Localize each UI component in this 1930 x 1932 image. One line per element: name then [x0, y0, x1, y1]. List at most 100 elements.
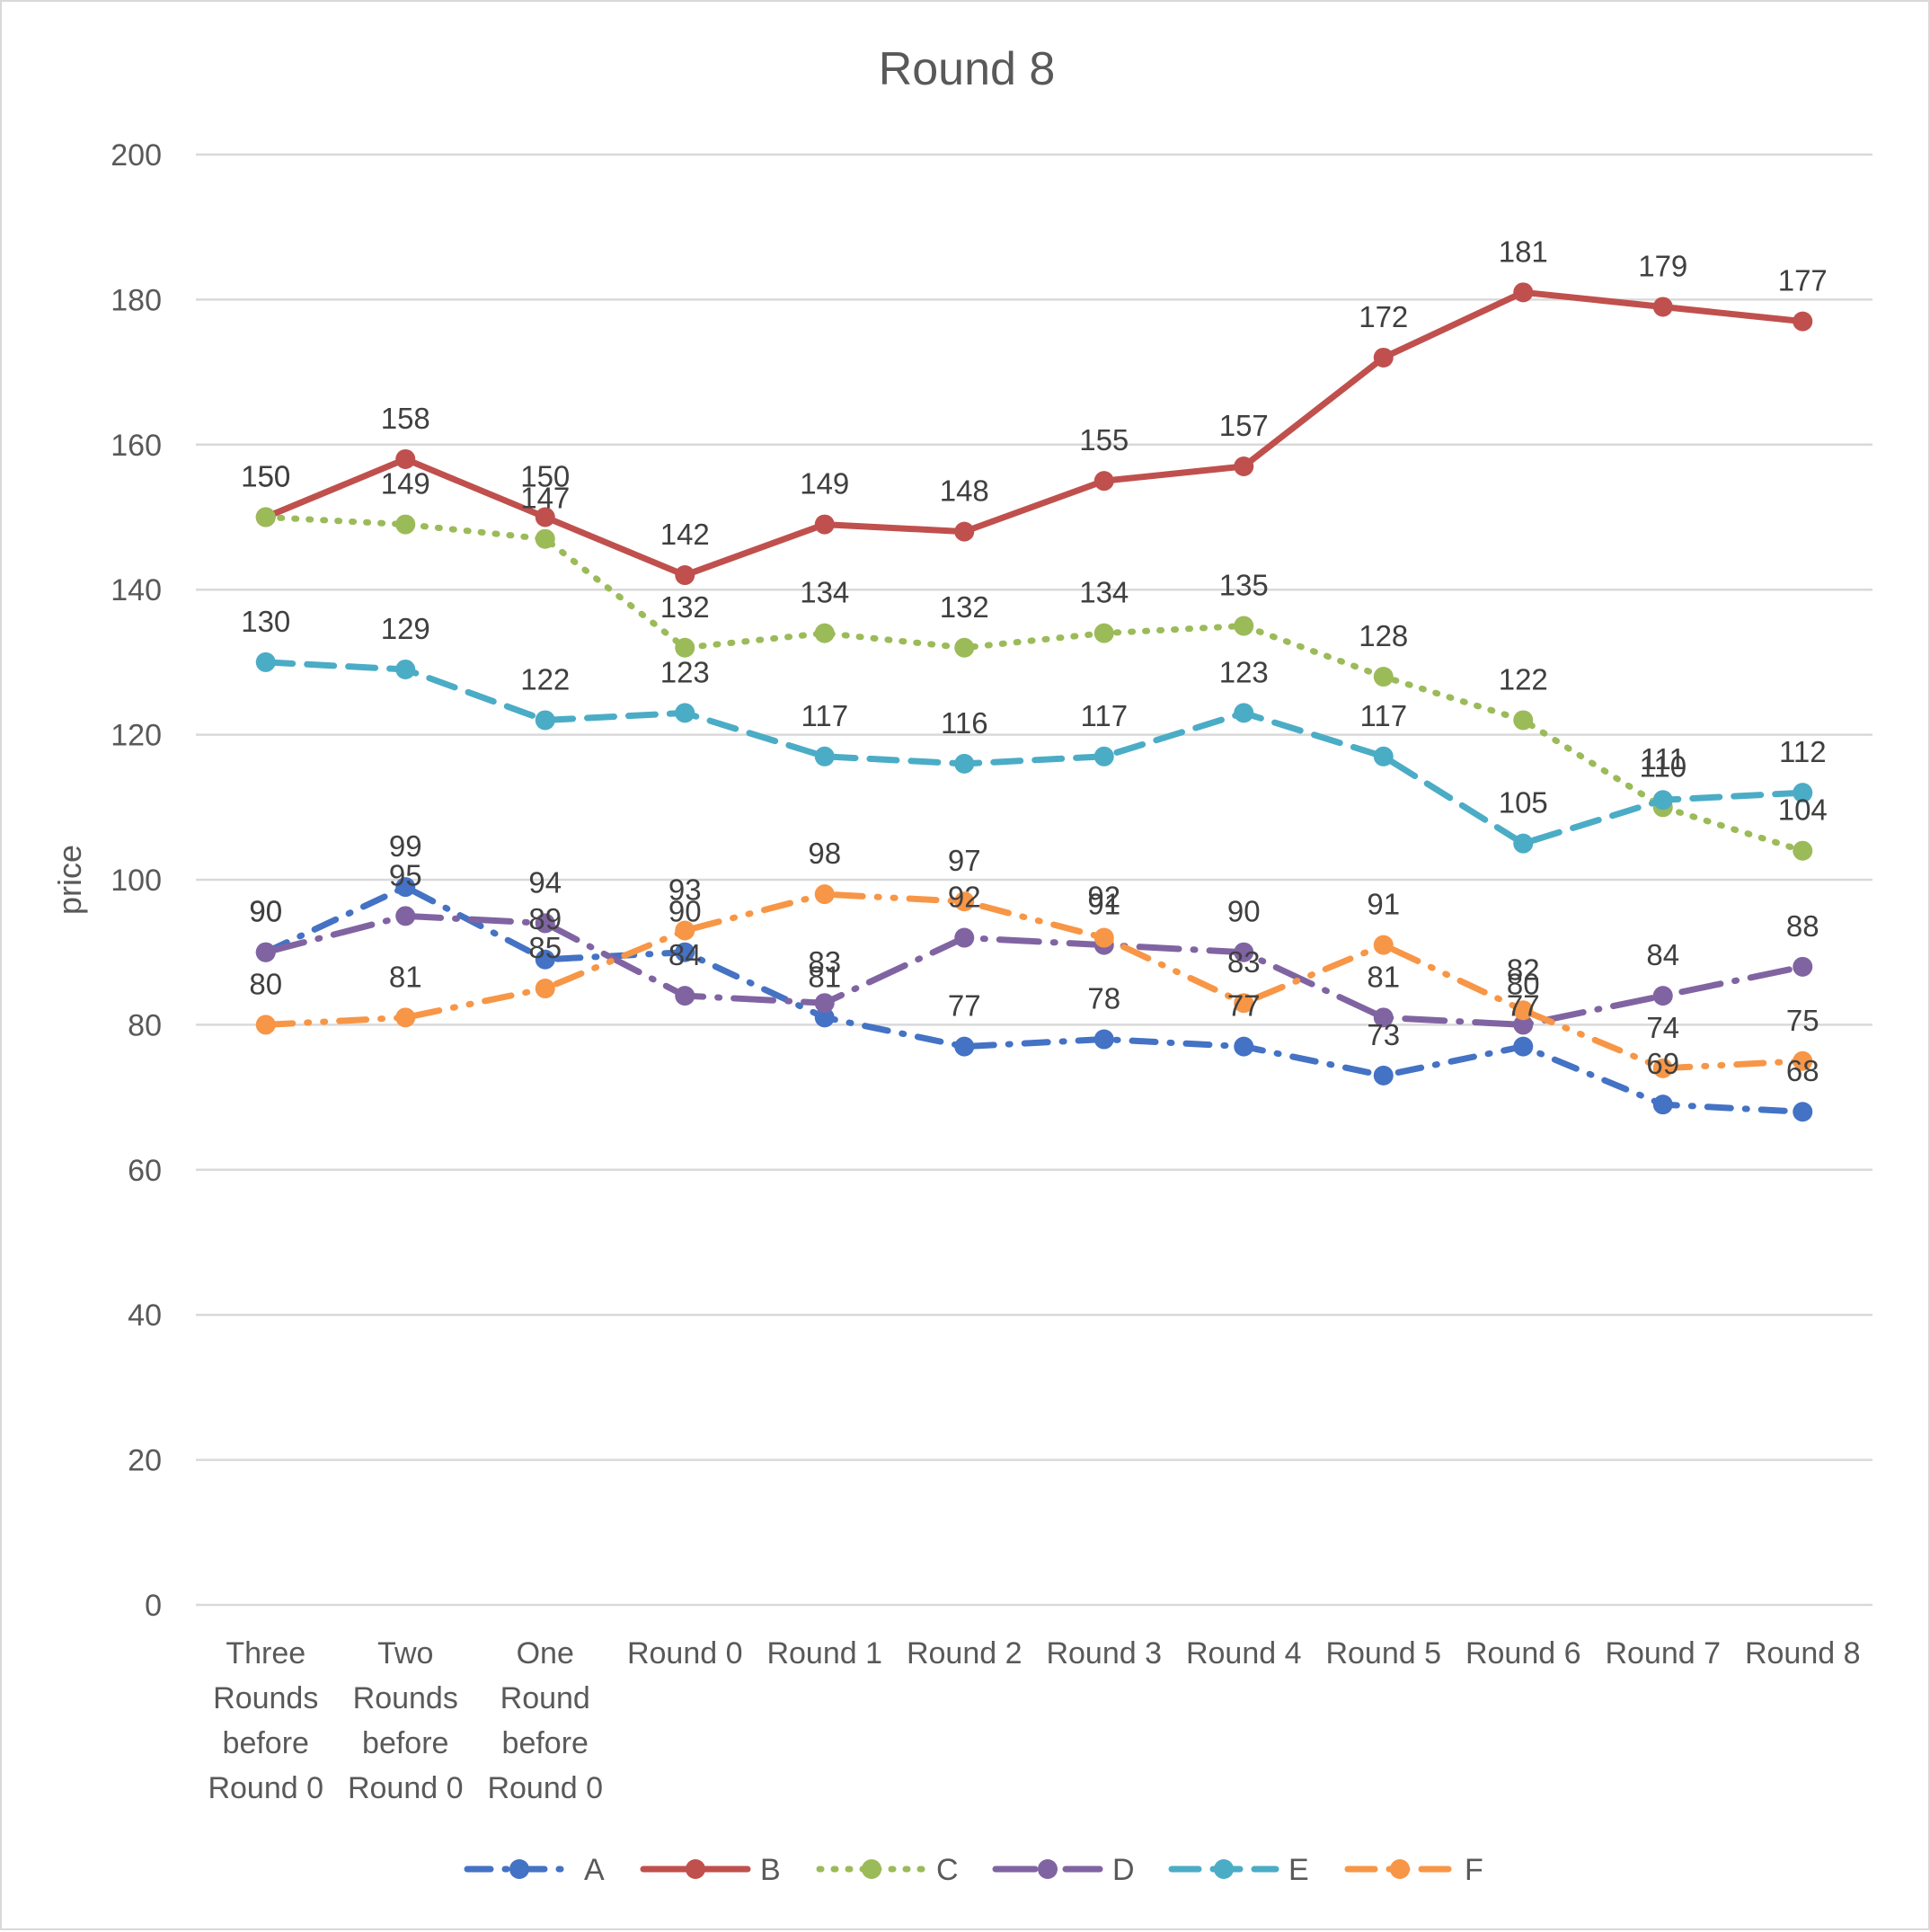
data-label-c: 134	[1079, 576, 1129, 609]
data-label-f: 81	[389, 960, 422, 993]
data-label-a: 73	[1367, 1018, 1400, 1051]
y-tick-label: 40	[128, 1298, 162, 1333]
data-point-a	[1093, 1029, 1114, 1050]
x-tick-label-line: Three	[226, 1636, 305, 1671]
data-label-f: 74	[1646, 1011, 1679, 1044]
data-point-f	[1793, 1050, 1813, 1071]
data-point-b	[1652, 297, 1673, 317]
data-label-b: 150	[241, 460, 290, 493]
data-label-a: 77	[1227, 989, 1261, 1023]
data-label-e: 130	[241, 605, 290, 638]
data-label-f: 83	[1227, 945, 1261, 979]
data-label-a: 68	[1786, 1054, 1819, 1087]
data-point-a	[675, 942, 695, 962]
data-point-e	[1513, 833, 1534, 854]
y-tick-label: 100	[111, 864, 162, 898]
x-tick-label-line: Round 5	[1325, 1636, 1441, 1671]
data-label-f: 85	[528, 931, 562, 964]
x-tick-label-line: Round 0	[208, 1771, 323, 1805]
data-point-f	[1652, 1058, 1673, 1078]
legend-label-f: F	[1465, 1853, 1483, 1887]
data-point-f	[1373, 935, 1394, 955]
data-label-d: 94	[528, 865, 562, 899]
data-point-c	[1093, 623, 1114, 643]
data-label-c: 150	[241, 460, 290, 493]
data-label-c: 122	[1499, 662, 1548, 696]
data-label-b: 179	[1638, 249, 1687, 282]
data-point-a	[1652, 1095, 1673, 1115]
data-point-e	[535, 710, 555, 731]
data-point-d	[255, 942, 276, 962]
x-tick-label-line: Round 8	[1745, 1636, 1861, 1671]
data-label-a: 89	[528, 902, 562, 935]
series-line-e	[262, 659, 1806, 847]
data-point-a	[535, 949, 555, 970]
x-tick-label-line: Round	[500, 1681, 590, 1715]
y-tick-label: 80	[128, 1008, 162, 1042]
series-line-a	[262, 883, 1806, 1115]
data-label-e: 123	[1219, 655, 1269, 688]
data-point-d	[1652, 986, 1673, 1006]
y-tick-label: 120	[111, 719, 162, 753]
data-label-c: 134	[800, 576, 849, 609]
data-label-f: 92	[1087, 881, 1120, 914]
x-tick-label-line: Round 7	[1605, 1636, 1721, 1671]
data-point-d	[954, 927, 975, 948]
data-point-b	[675, 565, 695, 586]
data-point-e	[1373, 746, 1394, 767]
data-label-d: 95	[389, 858, 422, 891]
y-axis-title: price	[51, 845, 88, 915]
y-tick-label: 0	[145, 1589, 162, 1623]
x-tick-label: Round 7	[1605, 1636, 1721, 1671]
data-point-a	[1513, 1036, 1534, 1057]
data-point-c	[535, 528, 555, 549]
x-tick-label-line: Round 6	[1465, 1636, 1581, 1671]
data-point-b	[814, 514, 835, 535]
data-point-e	[954, 753, 975, 774]
x-tick-label: One Round before Round 0	[487, 1636, 603, 1805]
x-tick-label: Round 5	[1325, 1636, 1441, 1671]
data-label-e: 117	[801, 699, 848, 732]
data-point-b	[954, 521, 975, 542]
data-label-c: 149	[381, 467, 430, 501]
data-point-f	[1093, 927, 1114, 948]
series-line-c	[262, 514, 1806, 855]
x-tick-label: Round 2	[907, 1636, 1023, 1671]
data-label-b: 177	[1778, 264, 1828, 297]
legend-marker-e	[1214, 1859, 1234, 1879]
y-tick-label: 160	[111, 429, 162, 463]
data-label-c: 132	[660, 590, 710, 624]
data-label-b: 150	[520, 460, 570, 493]
legend: A B C D E F	[464, 1853, 1483, 1887]
legend-marker-d	[1038, 1859, 1058, 1879]
data-label-a: 99	[389, 829, 422, 863]
x-tick-label-line: Round 1	[766, 1636, 882, 1671]
data-point-b	[1513, 282, 1534, 303]
data-label-b: 142	[660, 518, 710, 551]
data-label-d: 80	[1507, 967, 1540, 1000]
data-point-d	[535, 913, 555, 934]
data-label-d: 84	[1646, 938, 1679, 971]
legend-marker-b	[686, 1859, 705, 1879]
data-point-b	[1234, 456, 1254, 477]
x-tick-label-line: Rounds	[353, 1681, 458, 1715]
y-axis-ticks: 0 20 40 60 80 100 120 140 160 180 200	[111, 138, 162, 1623]
data-point-e	[1793, 783, 1813, 803]
x-tick-label: Round 8	[1745, 1636, 1861, 1671]
x-tick-label-line: before	[223, 1726, 309, 1760]
data-label-b: 157	[1219, 409, 1269, 442]
data-point-e	[1234, 703, 1254, 723]
data-point-f	[675, 920, 695, 941]
data-point-a	[1793, 1102, 1813, 1122]
data-label-f: 80	[249, 967, 282, 1000]
data-point-a	[395, 877, 416, 898]
x-tick-label-line: Two	[377, 1636, 433, 1671]
data-label-e: 116	[941, 706, 988, 740]
x-tick-label: Round 6	[1465, 1636, 1581, 1671]
data-point-f	[1513, 1000, 1534, 1021]
data-point-f	[814, 884, 835, 905]
data-label-b: 158	[381, 402, 430, 435]
data-label-a: 81	[808, 960, 841, 993]
data-label-c: 147	[520, 482, 570, 515]
